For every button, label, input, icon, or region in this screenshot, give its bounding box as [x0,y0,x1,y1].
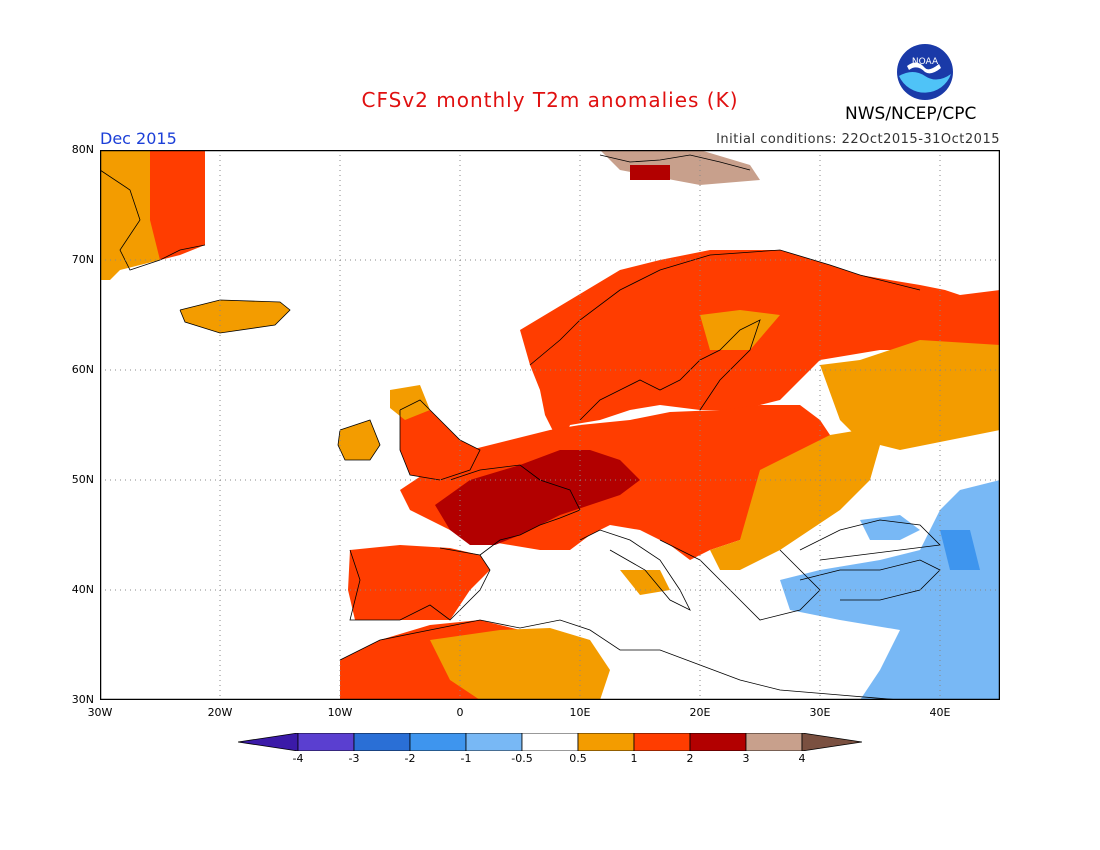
france-germany-anomaly [435,450,640,545]
lat-label-80n: 80N [71,143,94,156]
agency-label: NWS/NCEP/CPC [845,104,977,124]
forecast-month: Dec 2015 [100,129,177,148]
greenland-anomaly-1 [100,150,160,280]
lon-label-10w: 10W [327,706,353,719]
colorbar-label: -4 [292,752,304,765]
colorbar-label: -1 [460,752,472,765]
lat-label-30n: 30N [71,693,94,706]
lon-label-30w: 30W [87,706,113,719]
coast-black-sea [799,519,941,561]
colorbar-label: 2 [686,752,694,765]
coast-north-africa [339,619,901,700]
lon-label-20e: 20E [689,706,711,719]
coast-svalbard [599,154,751,171]
svalbard-anomaly-2 [630,165,670,180]
lon-label-10e: 10E [569,706,591,719]
colorbar-label: -2 [404,752,416,765]
colorbar-swatch-gt-4 [801,733,862,751]
colorbar-label: 1 [630,752,638,765]
colorbar-swatch-2-3 [689,733,747,751]
noaa-logo: NOAA [895,42,955,106]
coast-balkans [659,539,821,621]
colorbar [238,733,862,751]
coast-iberia [349,547,491,621]
colorbar-label: 0.5 [569,752,587,765]
logo-text: NOAA [912,57,939,67]
ireland-anomaly [338,420,380,460]
anomaly-fill [100,150,1000,700]
lat-label-50n: 50N [71,473,94,486]
coast-scandinavia [529,249,921,366]
lon-label-40e: 40E [929,706,951,719]
colorbar-swatch-2-1 [409,733,467,751]
colorbar-swatch-neutral [521,733,579,751]
coast-ireland [337,419,381,461]
coastlines [100,154,941,700]
colorbar-label: -3 [348,752,360,765]
lat-label-60n: 60N [71,363,94,376]
colorbar-label: -0.5 [511,752,533,765]
lat-label-70n: 70N [71,253,94,266]
coast-iceland [179,299,291,334]
coast-britain [399,399,481,481]
greenland-anomaly-2 [150,150,205,260]
italy-orange [620,570,670,595]
graticule [100,150,1000,700]
colorbar-swatch-05-1 [577,733,635,751]
colorbar-swatch-1-05 [465,733,523,751]
coast-turkey [799,559,941,601]
colorbar-label: 4 [798,752,806,765]
colorbar-label: 3 [742,752,750,765]
anomaly-map [100,150,1000,700]
iceland-anomaly [180,300,290,333]
colorbar-swatch-4-3 [297,733,355,751]
map-title: CFSv2 monthly T2m anomalies (K) [361,88,739,112]
colorbar-swatch-lt-4 [238,733,299,751]
lon-label-30e: 30E [809,706,831,719]
eastern-europe-orange [710,430,880,570]
lat-label-40n: 40N [71,583,94,596]
initial-conditions: Initial conditions: 22Oct2015-31Oct2015 [716,132,1000,147]
north-africa-orange [430,628,610,700]
scandinavia-anomaly [520,250,1000,450]
colorbar-swatch-3-2 [353,733,411,751]
colorbar-swatch-1-2 [633,733,691,751]
lon-label-20w: 20W [207,706,233,719]
russia-orange [820,340,1000,450]
iberia-anomaly [348,545,490,620]
svalbard-anomaly-1 [600,150,760,185]
caucasus-blue [940,530,980,570]
lon-label-0: 0 [456,706,464,719]
map-frame [100,150,1000,700]
colorbar-swatch-3-4 [745,733,803,751]
